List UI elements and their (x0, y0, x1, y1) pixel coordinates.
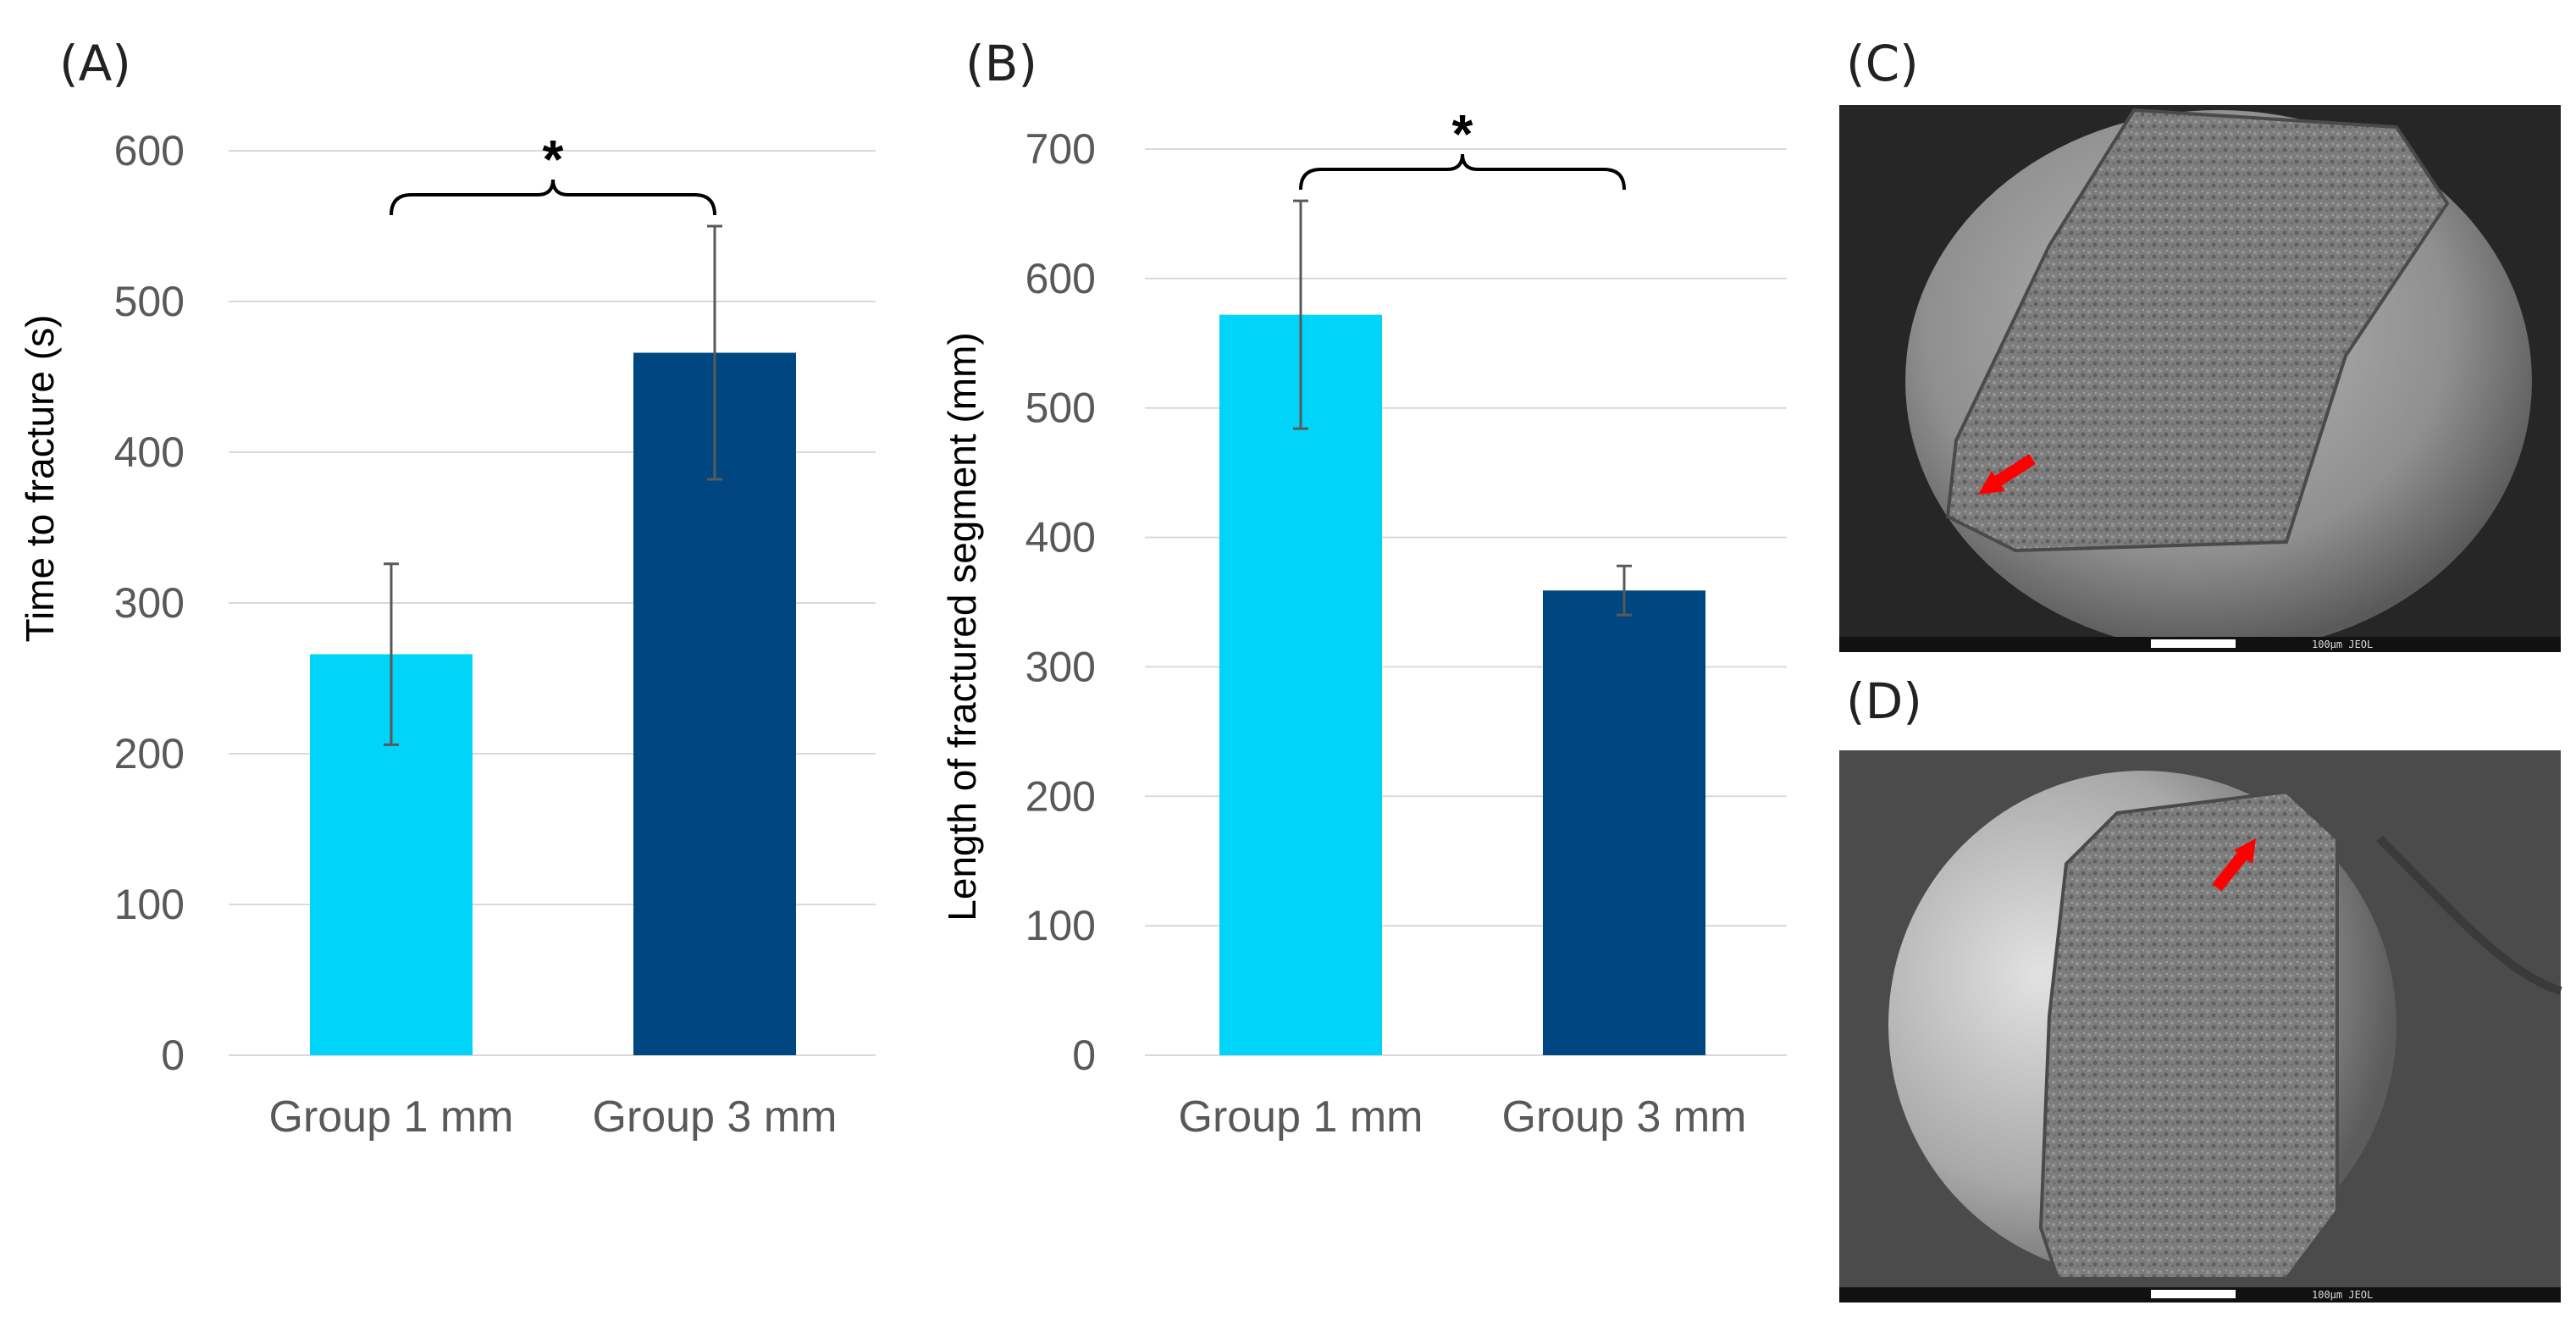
panel-label-a: (A) (59, 35, 131, 92)
category-label: Group 1 mm (1179, 1092, 1423, 1142)
arrow-icon (1978, 454, 2036, 495)
category-labels-b: Group 1 mm Group 3 mm (1179, 1092, 1747, 1142)
bars-a (310, 352, 796, 1055)
y-tick-label: 500 (114, 278, 185, 325)
scale-text-d: 100μm JEOL (2312, 1289, 2373, 1301)
y-tick-label: 100 (1025, 902, 1096, 949)
scale-bar-c (2151, 639, 2236, 648)
y-ticks-a: 0 100 200 300 400 500 600 (114, 127, 185, 1079)
y-tick-label: 300 (1025, 643, 1096, 690)
category-labels-a: Group 1 mm Group 3 mm (269, 1092, 837, 1142)
significance-bracket (390, 179, 716, 216)
y-tick-label: 200 (1025, 772, 1096, 820)
y-tick-label: 100 (114, 881, 185, 928)
error-bar-b-1 (1293, 199, 1308, 430)
scale-bar-d (2151, 1290, 2236, 1298)
y-tick-label: 200 (114, 730, 185, 777)
category-label: Group 3 mm (593, 1092, 837, 1142)
error-bar-a-2 (707, 224, 722, 481)
y-tick-label: 0 (161, 1032, 185, 1079)
significance-star: * (1452, 103, 1473, 164)
error-bar-a-1 (384, 562, 399, 746)
arrow-icon (2212, 838, 2256, 892)
error-bars-a (384, 224, 722, 746)
bar-b-1 (1219, 314, 1382, 1056)
significance-b: * (1299, 103, 1626, 191)
y-axis-label-b: Length of fractured segment (mm) (940, 332, 984, 921)
panel-label-d: (D) (1846, 672, 1922, 730)
significance-bracket (1299, 153, 1626, 191)
y-tick-label: 500 (1025, 384, 1096, 432)
panel-label-c: (C) (1846, 35, 1919, 92)
y-tick-label: 600 (114, 127, 185, 174)
fracture-surface-d (2038, 789, 2339, 1280)
category-label: Group 3 mm (1502, 1092, 1747, 1142)
bars-b (1219, 314, 1705, 1056)
y-tick-label: 300 (114, 579, 185, 627)
y-tick-label: 400 (1025, 514, 1096, 561)
error-bars-b (1293, 199, 1632, 617)
panel-label-b: (B) (965, 35, 1037, 92)
y-tick-label: 0 (1072, 1032, 1096, 1079)
significance-star: * (543, 129, 564, 190)
fracture-surface-c (1945, 108, 2450, 553)
y-tick-label: 400 (114, 429, 185, 476)
y-tick-label: 700 (1025, 125, 1096, 173)
y-tick-label: 600 (1025, 255, 1096, 302)
y-ticks-b: 0 100 200 300 400 500 600 700 (1025, 125, 1096, 1079)
sem-image-d: (D) 100μm JEOL (1839, 672, 2562, 1303)
error-bar-b-2 (1617, 564, 1632, 617)
bar-b-2 (1543, 590, 1705, 1055)
sem-image-c: (C) 100μm JEOL (1839, 35, 2561, 652)
significance-a: * (390, 129, 716, 216)
category-label: Group 1 mm (269, 1092, 514, 1142)
scale-text-c: 100μm JEOL (2312, 639, 2373, 650)
y-axis-label-a: Time to fracture (s) (18, 315, 62, 643)
